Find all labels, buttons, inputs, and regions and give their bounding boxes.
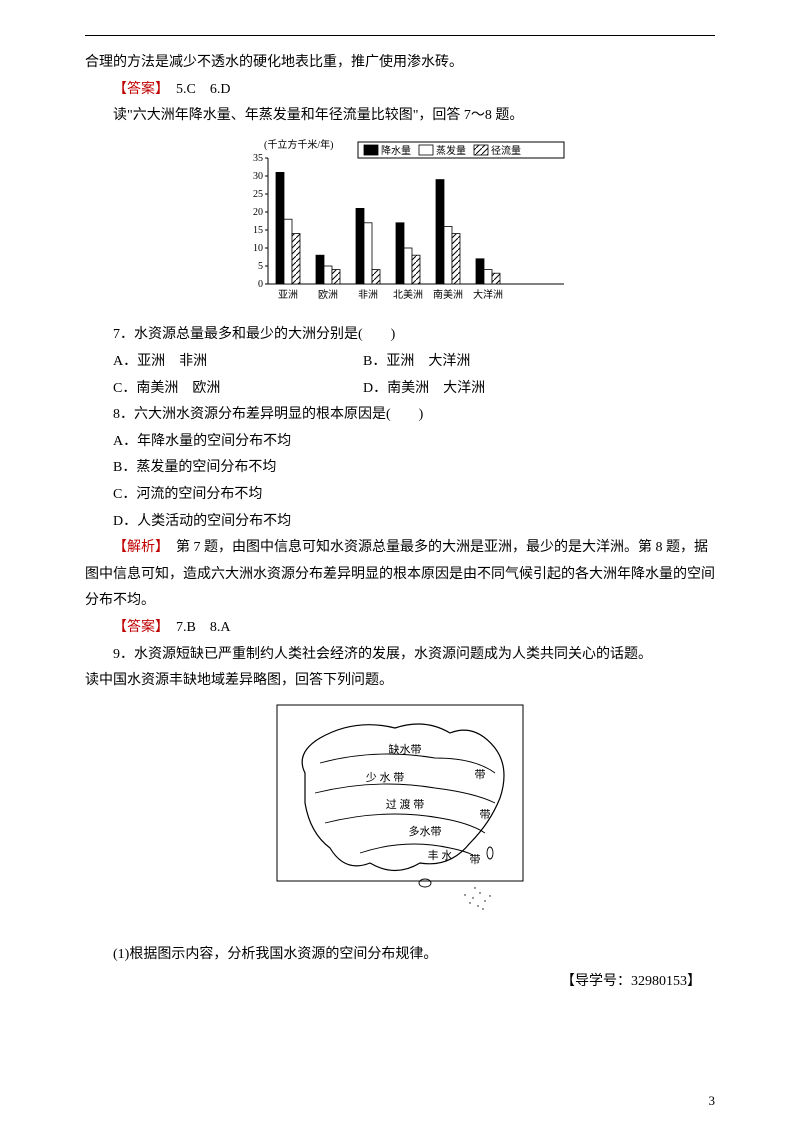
answer-text-2: 7.B 8.A	[162, 620, 230, 635]
top-continuation-text: 合理的方法是减少不透水的硬化地表比重，推广使用渗水砖。	[85, 50, 715, 77]
q9-stem-line1: 9．水资源短缺已严重制约人类社会经济的发展，水资源问题成为人类共同关心的话题。	[85, 642, 715, 669]
answers-7-8: 【答案】 7.B 8.A	[85, 615, 715, 642]
continent-bar-chart: (千立方千米/年) 降水量 蒸发量 径流量 0 5 10 15 20 25 30 35 亚洲 欧洲 非洲 北美…	[85, 136, 715, 317]
page-number: 3	[709, 1089, 716, 1114]
svg-text:过 渡 带: 过 渡 带	[386, 797, 425, 811]
svg-text:少 水 带: 少 水 带	[366, 771, 405, 784]
china-map-svg: 缺水带少 水 带过 渡 带多水带丰 水带带带	[275, 703, 525, 918]
svg-text:35: 35	[253, 153, 263, 164]
svg-text:带: 带	[470, 853, 481, 866]
svg-text:带: 带	[480, 808, 491, 821]
q8-opt-d: D．人类活动的空间分布不均	[85, 509, 715, 536]
q7-opt-d: D．南美洲 大洋洲	[363, 376, 715, 403]
svg-text:缺水带: 缺水带	[389, 742, 422, 756]
svg-text:大洋洲: 大洋洲	[473, 288, 503, 301]
bar-chart-svg: (千立方千米/年) 降水量 蒸发量 径流量 0 5 10 15 20 25 30 35 亚洲 欧洲 非洲 北美…	[230, 136, 570, 306]
svg-text:径流量: 径流量	[491, 144, 521, 157]
svg-text:15: 15	[253, 225, 263, 236]
q7-stem: 7．水资源总量最多和最少的大洲分别是( )	[85, 322, 715, 349]
answer-label-2: 【答案】	[113, 620, 162, 635]
svg-text:非洲: 非洲	[358, 289, 378, 301]
page-top-rule	[85, 35, 715, 36]
q8-stem: 8．六大洲水资源分布差异明显的根本原因是( )	[85, 402, 715, 429]
guide-number: 【导学号：32980153】	[85, 969, 715, 996]
analysis-text: 第 7 题，由图中信息可知水资源总量最多的大洲是亚洲，最少的是大洋洲。第 8 题…	[85, 540, 715, 608]
svg-text:丰 水: 丰 水	[428, 849, 453, 862]
svg-text:多水带: 多水带	[409, 824, 442, 838]
q7-opt-c: C．南美洲 欧洲	[113, 376, 363, 403]
svg-text:30: 30	[253, 171, 263, 182]
q7-options-row1: A．亚洲 非洲 B．亚洲 大洋洲	[85, 349, 715, 376]
q8-opt-b: B．蒸发量的空间分布不均	[85, 455, 715, 482]
svg-text:5: 5	[258, 261, 263, 272]
q7-options-row2: C．南美洲 欧洲 D．南美洲 大洋洲	[85, 376, 715, 403]
svg-text:南美洲: 南美洲	[433, 288, 463, 301]
chart-intro-text: 读"六大洲年降水量、年蒸发量和年径流量比较图"，回答 7～8 题。	[85, 103, 715, 130]
q7-opt-a: A．亚洲 非洲	[113, 349, 363, 376]
china-water-map: 缺水带少 水 带过 渡 带多水带丰 水带带带	[85, 703, 715, 929]
analysis-label: 【解析】	[113, 540, 162, 555]
q9-stem-line2: 读中国水资源丰缺地域差异略图，回答下列问题。	[85, 668, 715, 695]
svg-text:25: 25	[253, 189, 263, 200]
analysis-block: 【解析】 第 7 题，由图中信息可知水资源总量最多的大洲是亚洲，最少的是大洋洲。…	[85, 535, 715, 615]
answer-label: 【答案】	[113, 82, 162, 97]
svg-text:蒸发量: 蒸发量	[436, 144, 466, 157]
svg-text:北美洲: 北美洲	[393, 288, 423, 301]
answers-5-6: 【答案】 5.C 6.D	[85, 77, 715, 104]
q9-sub1: (1)根据图示内容，分析我国水资源的空间分布规律。	[85, 942, 715, 969]
svg-text:0: 0	[258, 279, 263, 290]
svg-text:(千立方千米/年): (千立方千米/年)	[264, 138, 333, 151]
svg-text:降水量: 降水量	[381, 144, 411, 157]
svg-text:欧洲: 欧洲	[318, 289, 338, 301]
svg-text:10: 10	[253, 243, 263, 254]
svg-text:20: 20	[253, 207, 263, 218]
q7-opt-b: B．亚洲 大洋洲	[363, 349, 715, 376]
svg-text:带: 带	[475, 768, 486, 781]
answer-text: 5.C 6.D	[162, 82, 230, 97]
q8-opt-a: A．年降水量的空间分布不均	[85, 429, 715, 456]
svg-text:亚洲: 亚洲	[278, 289, 298, 301]
q8-opt-c: C．河流的空间分布不均	[85, 482, 715, 509]
